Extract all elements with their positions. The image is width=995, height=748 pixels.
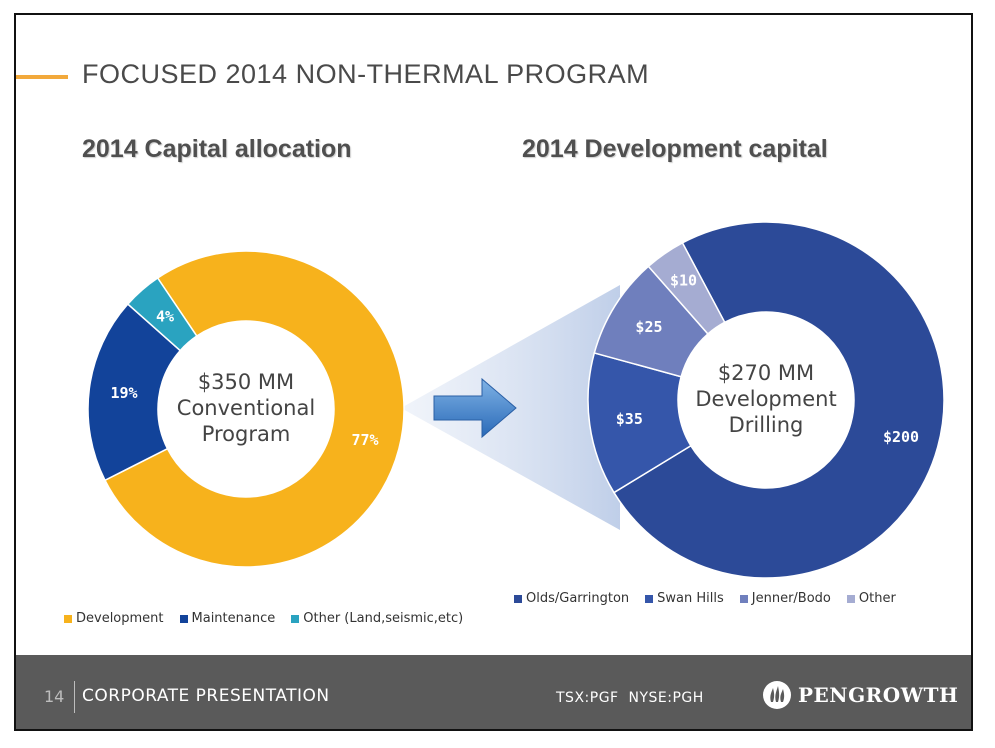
legend-label: Development [76,611,164,626]
legend-swatch [179,614,188,623]
data-label-other-land-seismic-etc: 4% [156,307,174,325]
right-arrow-icon [433,377,517,439]
legend-label: Jenner/Bodo [751,591,831,606]
company-logo: PENGROWTH [762,680,958,710]
page-number: 14 [44,687,65,706]
center-label-line-3: Program [202,422,291,446]
logo-text: PENGROWTH [798,683,959,707]
legend-swatch [645,594,654,603]
slice-other [647,241,726,335]
right-chart-title: 2014 Development capital [522,135,828,163]
legend-swatch [739,594,748,603]
center-label-line-3: Drilling [729,413,804,437]
footer-title: CORPORATE PRESENTATION [82,686,330,706]
legend-label: Maintenance [191,611,276,626]
footer-bar: 14 CORPORATE PRESENTATION TSX:PGF NYSE:P… [16,655,971,729]
slice-olds-garrington [612,221,945,579]
center-label-line-1: $270 MM [718,361,814,385]
legend-label: Other (Land,seismic,etc) [303,611,464,626]
center-label-line-2: Conventional [177,396,315,420]
data-label-jenner-bodo: $25 [635,318,662,336]
legend-item-other-land-seismic-etc: Other (Land,seismic,etc) [291,611,463,626]
legend-swatch [291,614,300,623]
legend-development-capital: Olds/Garrington Swan Hills Jenner/Bodo Othe… [514,591,912,606]
data-label-swan-hills: $35 [616,410,643,428]
legend-swatch [514,594,522,603]
legend-label: Olds/Garrington [526,591,630,606]
legend-item-maintenance: Maintenance [179,611,276,626]
legend-swatch [846,594,855,603]
pengrowth-logo-icon [763,681,791,709]
data-label-other: $10 [670,272,697,290]
footer-divider [74,681,75,713]
slice-maintenance [87,303,182,482]
slice-other-land-seismic-etc [126,276,198,352]
center-label-line-1: $350 MM [198,370,294,394]
slide: FOCUSED 2014 NON-THERMAL PROGRAM 2014 Ca… [14,13,973,731]
legend-item-olds-garrington: Olds/Garrington [514,591,629,606]
legend-label: Swan Hills [657,591,724,606]
title-accent-line [16,75,68,79]
data-label-maintenance: 19% [110,384,137,402]
data-label-olds-garrington: $200 [883,428,919,446]
slice-development [103,250,405,568]
slide-title: FOCUSED 2014 NON-THERMAL PROGRAM [82,59,650,89]
legend-item-jenner-bodo: Jenner/Bodo [739,591,831,606]
left-chart-title: 2014 Capital allocation [82,135,352,163]
center-label-line-2: Development [695,387,836,411]
legend-capital-allocation: Development Maintenance Other (Land,seismi… [64,611,479,626]
legend-label: Other [858,591,896,606]
legend-swatch [64,614,72,623]
legend-item-other: Other [846,591,896,606]
legend-item-development: Development [64,611,164,626]
legend-item-swan-hills: Swan Hills [645,591,724,606]
stock-tickers: TSX:PGF NYSE:PGH [556,690,704,706]
data-label-development: 77% [351,431,378,449]
